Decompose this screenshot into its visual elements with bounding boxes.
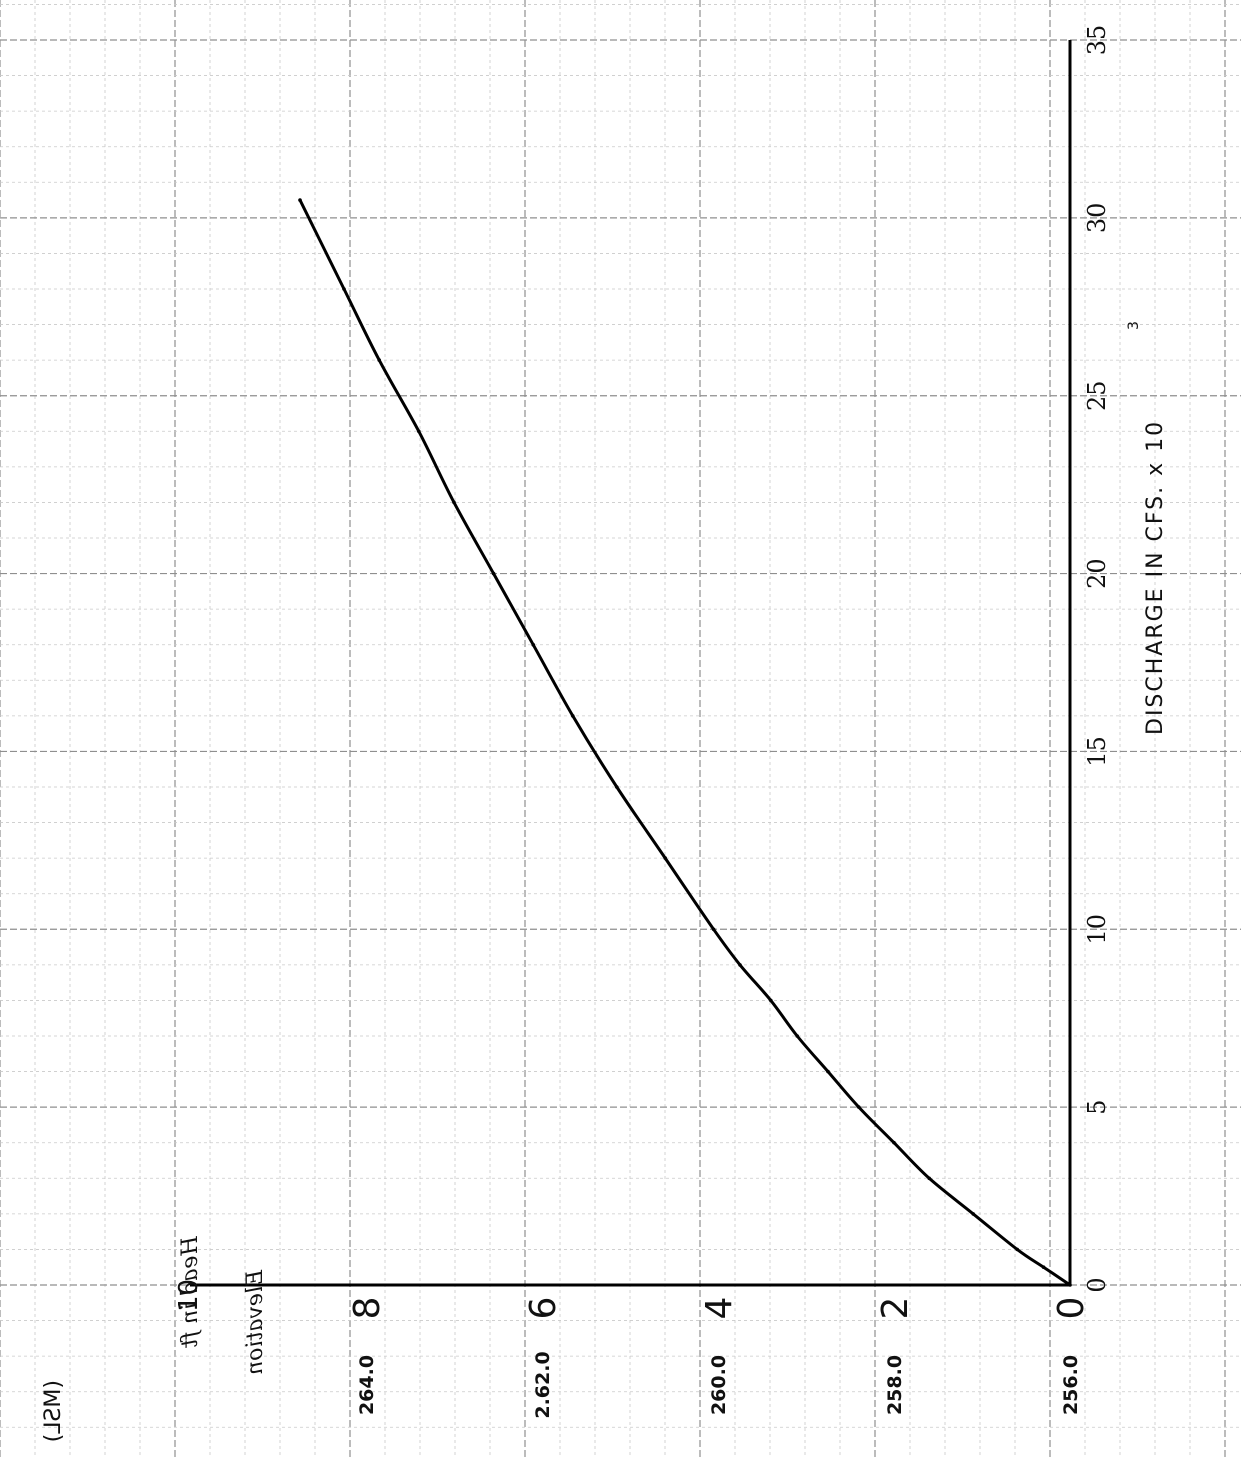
x-tick-label: 0 <box>1083 1277 1111 1292</box>
axes <box>190 40 1072 1287</box>
elevation-tick-label: 264.0 <box>356 1355 378 1415</box>
curve-point <box>927 1176 931 1181</box>
curve-point <box>298 198 302 202</box>
x-tick-label: 15 <box>1083 736 1111 767</box>
x-tick-label: 5 <box>1083 1100 1111 1115</box>
curve-point <box>491 571 496 576</box>
curve-point <box>342 287 346 291</box>
curve-point <box>892 1140 896 1145</box>
x-tick-label: 20 <box>1083 558 1111 589</box>
curve-layer <box>298 198 1072 1287</box>
curve-point <box>769 998 773 1003</box>
x-tick-label: 10 <box>1083 914 1111 945</box>
curve-point <box>571 714 575 718</box>
curve-point <box>795 1034 799 1038</box>
elevation-tick-label: 2.62.0 <box>532 1351 554 1418</box>
rating-curve-line <box>298 199 1071 1287</box>
curve-point <box>417 429 421 434</box>
elevation-tick-label: 256.0 <box>1060 1355 1082 1415</box>
curve-point <box>857 1105 861 1109</box>
elevation-tick-label: 258.0 <box>884 1355 906 1415</box>
curve-point <box>377 358 382 362</box>
curve-point <box>738 963 742 967</box>
labels: DISCHARGE IN CFS. x 10 3 10 Head in ft E… <box>41 25 1168 1443</box>
curve-point <box>1068 1283 1072 1287</box>
head-tick-label: 2 <box>875 1297 916 1320</box>
curve-point <box>531 642 535 647</box>
head-tick-label: 6 <box>523 1297 564 1320</box>
head-top-tick: 10 <box>174 1279 204 1312</box>
x-axis-label: DISCHARGE IN CFS. x 10 <box>1143 420 1168 735</box>
x-axis-exponent: 3 <box>1126 321 1142 330</box>
head-axis-label: Head in ft <box>178 1235 203 1348</box>
elevation-axis-label: Elevation <box>243 1269 268 1375</box>
curve-point <box>971 1212 975 1216</box>
x-tick-label: 30 <box>1083 203 1111 234</box>
curve-point <box>1041 1265 1046 1269</box>
x-tick-label: 25 <box>1083 380 1111 411</box>
head-tick-label: 4 <box>699 1297 740 1320</box>
head-tick-label: 0 <box>1051 1297 1092 1320</box>
curve-point <box>826 1069 830 1074</box>
curve-point <box>663 856 667 860</box>
head-tick-label: 8 <box>347 1297 388 1320</box>
curve-point <box>615 785 619 789</box>
elevation-tick-label: 260.0 <box>708 1355 730 1415</box>
curve-point <box>452 500 456 505</box>
curve-point <box>1015 1247 1019 1252</box>
x-tick-label: 35 <box>1083 25 1111 56</box>
elevation-axis-unit: (MSL) <box>41 1380 66 1442</box>
curve-point <box>711 927 716 932</box>
